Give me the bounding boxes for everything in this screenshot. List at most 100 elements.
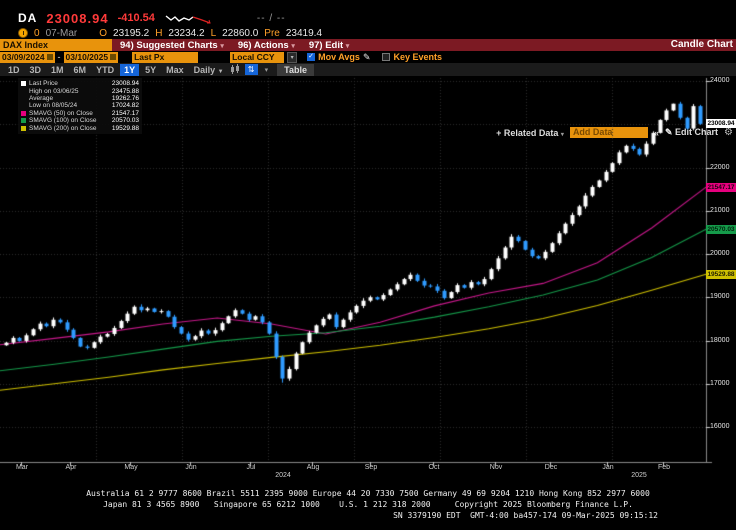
- y-axis-tick-label: 20000: [710, 250, 730, 257]
- table-button[interactable]: Table: [277, 63, 314, 76]
- calendar-icon[interactable]: [110, 54, 117, 61]
- legend-value: 17024.82: [111, 102, 139, 110]
- low-label: L: [210, 27, 217, 39]
- price-axis-badge: 21547.17: [706, 182, 736, 192]
- menu-edit[interactable]: 97) Edit ▾: [308, 39, 350, 51]
- menu-actions[interactable]: 96) Actions ▾: [237, 39, 295, 51]
- y-axis-tick-label: 22000: [710, 163, 730, 171]
- currency-select[interactable]: Local CCY: [230, 51, 285, 63]
- open-label: O: [99, 27, 108, 39]
- period-button-5y[interactable]: 5Y: [145, 64, 157, 75]
- pre-label: Pre: [264, 27, 280, 39]
- calendar-icon[interactable]: [46, 54, 53, 61]
- key-events-label[interactable]: Key Events: [393, 52, 443, 62]
- x-axis-year-label: 2025: [631, 472, 647, 479]
- legend-swatch: [21, 89, 26, 94]
- high-label: H: [155, 27, 163, 39]
- legend-swatch: [21, 118, 26, 124]
- price-axis-badge: 20570.03: [706, 224, 736, 234]
- x-axis-month-label: Dec: [544, 464, 558, 471]
- session-date: 07-Mar: [45, 27, 78, 39]
- menu-bar: [0, 39, 736, 51]
- legend-row: SMAVG (100) on Close 20570.03: [21, 117, 139, 124]
- date-from-input[interactable]: 03/09/2024: [0, 51, 55, 63]
- legend-value: 23475.88: [111, 87, 139, 95]
- chart-type-label: Candle Chart: [670, 39, 733, 50]
- legend-row: Low on 08/05/24 17024.82: [21, 102, 139, 109]
- mov-avgs-checkbox[interactable]: ✓: [307, 53, 316, 61]
- mov-avgs-label[interactable]: Mov Avgs: [318, 52, 360, 62]
- menu-suggested-charts[interactable]: 94) Suggested Charts ▾: [120, 39, 224, 51]
- legend-value: 23008.94: [111, 80, 139, 88]
- price-chart-canvas[interactable]: [0, 76, 736, 472]
- y-axis-tick-label: 19000: [710, 293, 730, 301]
- x-axis-month-label: Sep: [364, 464, 378, 471]
- legend-label: SMAVG (50) on Close: [29, 109, 93, 117]
- period-button-3d[interactable]: 3D: [29, 64, 42, 75]
- chart-tools-dropdown-icon[interactable]: ▾: [264, 66, 269, 74]
- legend-row: High on 03/06/25 23475.88: [21, 87, 139, 95]
- date-to-input[interactable]: 03/10/2025: [63, 51, 119, 63]
- price-axis-badge: 19529.88: [706, 269, 736, 279]
- period-button-1y[interactable]: 1Y: [120, 63, 140, 76]
- delayed-clock-icon: [18, 28, 28, 38]
- currency-dropdown-icon[interactable]: ▾: [287, 51, 298, 63]
- legend-label: High on 03/06/25: [29, 87, 79, 95]
- date-range-dash: -: [57, 52, 61, 62]
- x-axis-month-label: Feb: [657, 464, 671, 471]
- security-input[interactable]: DAX Index: [0, 39, 112, 51]
- quote-line: DA 23008.94 -410.54 -- / --: [18, 10, 286, 26]
- price-axis-badge: 23008.94: [706, 119, 736, 129]
- legend-label: Last Price: [29, 80, 58, 88]
- legend-label: SMAVG (200) on Close: [29, 124, 97, 132]
- legend-row: SMAVG (200) on Close 19529.88: [21, 124, 139, 132]
- period-button-6m[interactable]: 6M: [73, 64, 87, 75]
- low-value: 22860.0: [222, 27, 259, 39]
- x-axis-month-label: Jul: [246, 464, 256, 471]
- x-axis-month-label: Oct: [428, 464, 440, 471]
- key-events-checkbox[interactable]: [382, 53, 391, 61]
- day-range: -- / --: [256, 12, 286, 24]
- x-axis-month-label: Jan: [602, 464, 614, 471]
- period-button-1d[interactable]: 1D: [8, 64, 20, 75]
- legend-swatch: [21, 103, 26, 108]
- period-buttons: 1D 3D 1M 6M YTD 1Y 5Y Max: [0, 63, 188, 76]
- legend-row: Average 19262.76: [21, 95, 139, 102]
- x-axis-month-label: May: [124, 464, 138, 471]
- last-price: 23008.94: [46, 10, 109, 26]
- price-field-input[interactable]: Last Px: [132, 51, 199, 63]
- legend-swatch: [21, 125, 26, 131]
- x-axis-month-label: Aug: [306, 464, 320, 471]
- legend-value: 19529.88: [111, 124, 139, 132]
- ohlc-line: 0 07-Mar O 23195.2 H 23234.2 L 22860.0 P…: [18, 27, 322, 39]
- period-button-ytd[interactable]: YTD: [96, 64, 115, 75]
- footer-terminal-line: SN 3379190 EDT GMT-4:00 ba457-174 09-Mar…: [393, 511, 658, 520]
- legend-value: 19262.76: [111, 94, 139, 102]
- high-value: 23234.2: [168, 27, 205, 39]
- session-flag: 0: [34, 27, 40, 39]
- legend-row: Last Price 23008.94: [21, 80, 139, 87]
- x-axis-month-label: Apr: [65, 464, 77, 471]
- price-change: -410.54: [117, 12, 155, 24]
- legend-label: Average: [29, 94, 54, 102]
- x-axis-year-label: 2024: [275, 472, 291, 479]
- period-button-1m[interactable]: 1M: [51, 64, 64, 75]
- y-axis-tick-label: 24000: [710, 77, 730, 84]
- mov-avgs-edit-icon[interactable]: ✎: [362, 51, 371, 62]
- legend-swatch: [21, 81, 26, 87]
- legend-swatch: [21, 110, 26, 116]
- legend-value: 20570.03: [111, 117, 139, 125]
- footer-phones-line: Australia 61 2 9777 8600 Brazil 5511 239…: [86, 489, 650, 498]
- y-axis-tick-label: 21000: [710, 206, 730, 214]
- open-value: 23195.2: [113, 27, 150, 39]
- y-axis-tick-label: 18000: [710, 336, 730, 344]
- period-button-max[interactable]: Max: [166, 64, 184, 75]
- x-axis-month-label: Nov: [489, 464, 503, 471]
- y-axis-tick-label: 17000: [710, 379, 730, 387]
- candlestick-icon[interactable]: [229, 64, 241, 75]
- frequency-select[interactable]: Daily ▼: [193, 64, 224, 75]
- legend-label: SMAVG (100) on Close: [29, 117, 97, 125]
- compare-icon[interactable]: ⇅: [244, 64, 258, 75]
